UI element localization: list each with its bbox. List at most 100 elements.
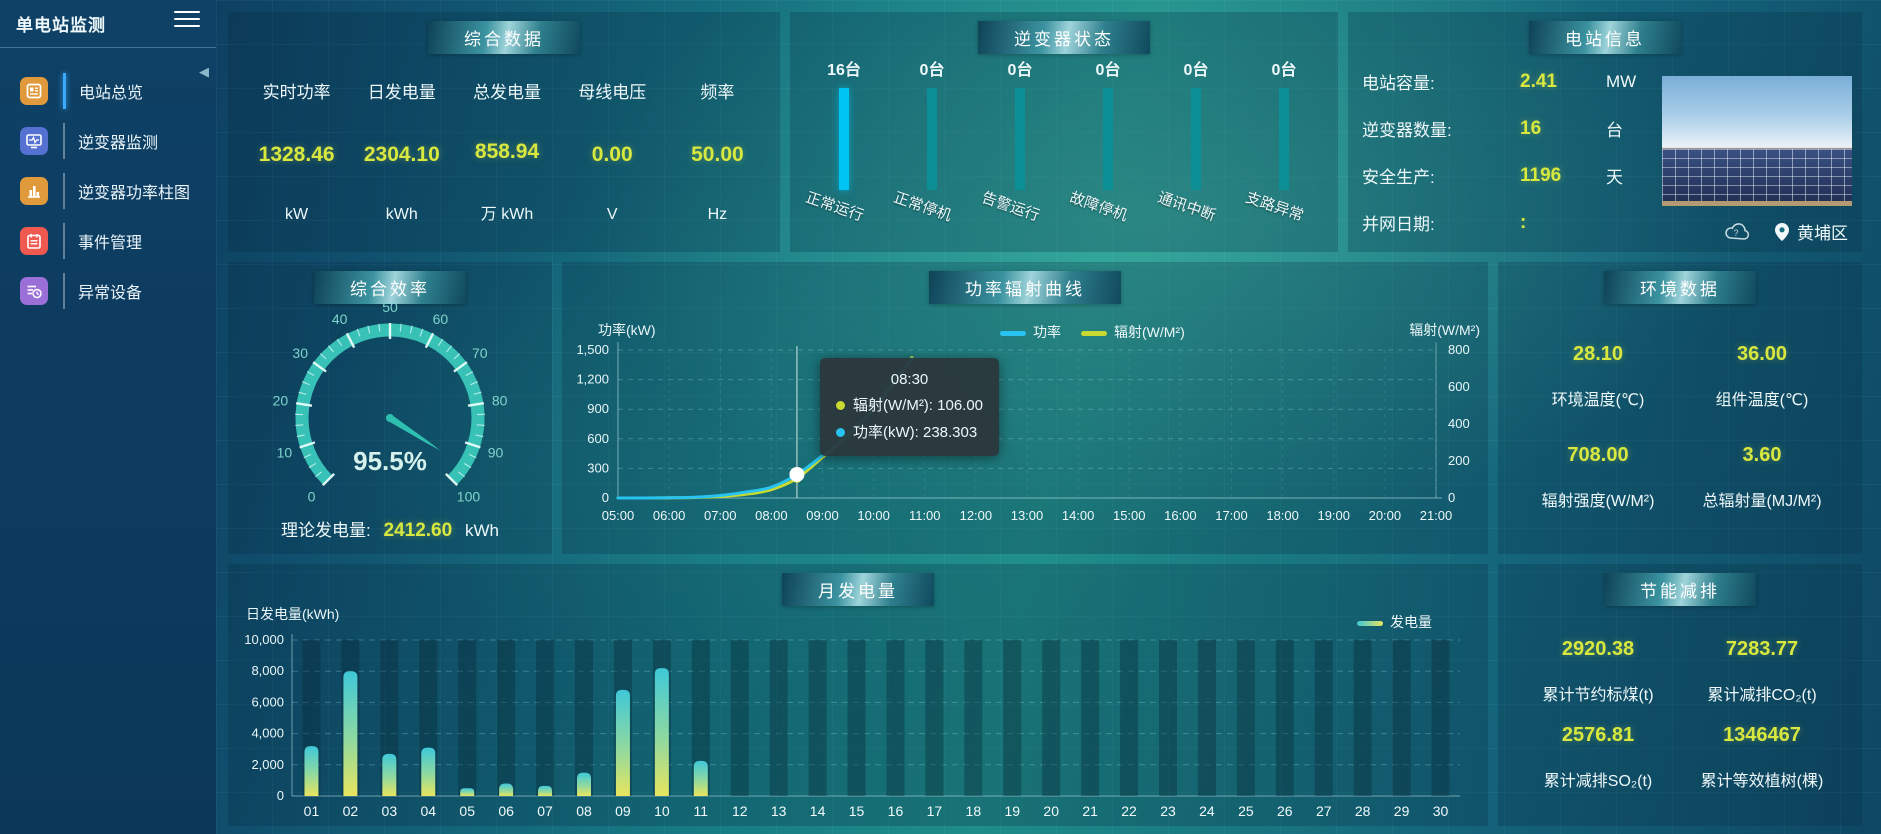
station-info-value: : bbox=[1520, 211, 1527, 233]
metric-unit: Hz bbox=[707, 206, 728, 223]
inverter-status-column: 0台 告警运行 bbox=[976, 56, 1064, 246]
station-overview-icon bbox=[20, 77, 48, 105]
svg-text:13: 13 bbox=[771, 803, 787, 819]
legend-item[interactable]: 功率 bbox=[1000, 322, 1061, 342]
svg-text:01: 01 bbox=[304, 803, 320, 819]
svg-text:800: 800 bbox=[1448, 342, 1470, 357]
theoretical-generation: 理论发电量: 2412.60 kWh bbox=[228, 516, 552, 542]
monthly-legend-label: 发电量 bbox=[1390, 614, 1432, 630]
svg-text:18: 18 bbox=[966, 803, 982, 819]
metric-value: 28.10 bbox=[1572, 343, 1624, 365]
weather-icon[interactable]: ? bbox=[1723, 222, 1751, 242]
inverter-status-bar bbox=[1279, 88, 1289, 190]
legend-item[interactable]: 辐射(W/M²) bbox=[1081, 322, 1185, 342]
metric-label: 环境温度(℃) bbox=[1551, 392, 1645, 409]
station-info-label: 逆变器数量: bbox=[1362, 121, 1452, 140]
svg-text:20:00: 20:00 bbox=[1369, 508, 1402, 523]
svg-text:10:00: 10:00 bbox=[857, 508, 890, 523]
panel-title-savings: 节能减排 bbox=[1604, 573, 1756, 606]
sidebar-item-3[interactable]: 逆变器功率柱图 bbox=[0, 166, 216, 216]
svg-text:12:00: 12:00 bbox=[960, 508, 993, 523]
tooltip-series-dot bbox=[836, 427, 845, 437]
svg-text:16:00: 16:00 bbox=[1164, 508, 1197, 523]
metric-value: 50.00 bbox=[691, 142, 744, 166]
sidebar-item-label: 电站总览 bbox=[79, 85, 144, 102]
station-info-value: 1196 bbox=[1520, 164, 1562, 186]
sidebar-item-1[interactable]: 电站总览 bbox=[0, 66, 216, 116]
station-region[interactable]: 黄埔区 bbox=[1797, 224, 1848, 243]
svg-text:20: 20 bbox=[1043, 803, 1059, 819]
svg-text:02: 02 bbox=[343, 803, 359, 819]
svg-text:13:00: 13:00 bbox=[1011, 508, 1044, 523]
station-info-label: 电站容量: bbox=[1362, 74, 1435, 93]
svg-text:08:00: 08:00 bbox=[755, 508, 788, 523]
metric-label: 累计减排CO₂(t) bbox=[1707, 686, 1817, 704]
left-axis-title: 功率(kW) bbox=[598, 322, 656, 338]
svg-text:6,000: 6,000 bbox=[251, 694, 284, 709]
sidebar-menu: 电站总览逆变器监测逆变器功率柱图 事件管理异常设备 bbox=[0, 66, 216, 316]
svg-text:05:00: 05:00 bbox=[602, 508, 635, 523]
sidebar-item-label: 异常设备 bbox=[78, 285, 143, 302]
legend-swatch bbox=[1081, 330, 1107, 336]
sidebar-item-divider bbox=[63, 273, 65, 309]
inverter-status-column: 0台 支路异常 bbox=[1240, 56, 1328, 246]
power-radiation-chart: 0 300 600 900 1,200 1,500 0 200 400 600 800 05:00 06… bbox=[576, 342, 1470, 523]
metric-value: 3.60 bbox=[1742, 444, 1782, 466]
svg-text:200: 200 bbox=[1448, 453, 1470, 468]
svg-text:23: 23 bbox=[1160, 803, 1176, 819]
sidebar-item-5[interactable]: 异常设备 bbox=[0, 266, 216, 316]
efficiency-gauge: 0 10 20 30 40 50 60 70 80 90 100 95.5% bbox=[273, 299, 508, 504]
metric-label: 累计等效植树(棵) bbox=[1700, 772, 1824, 790]
metric-value: 2576.81 bbox=[1561, 723, 1635, 746]
metric-unit: kWh bbox=[385, 206, 418, 223]
metric-label: 总辐射量(MJ/M²) bbox=[1702, 493, 1822, 510]
metric-value: 858.94 bbox=[474, 139, 540, 163]
inverter-status-count: 0台 bbox=[919, 62, 945, 79]
svg-text:0: 0 bbox=[308, 488, 316, 504]
tooltip-series-text: 辐射(W/M²): 106.00 bbox=[853, 397, 984, 415]
svg-text:21:00: 21:00 bbox=[1420, 508, 1453, 523]
svg-text:06: 06 bbox=[498, 803, 514, 819]
panel-efficiency: 综合效率 0 10 20 30 40 50 60 70 80 90 100 95.5% 理论发电量: … bbox=[228, 262, 552, 554]
svg-text:2,000: 2,000 bbox=[251, 757, 284, 772]
tooltip-series-dot bbox=[836, 401, 845, 411]
power-curve-legend: 功率 辐射(W/M²) bbox=[1000, 322, 1185, 342]
svg-text:21: 21 bbox=[1082, 803, 1098, 819]
svg-text:30: 30 bbox=[1433, 803, 1449, 819]
svg-text:18:00: 18:00 bbox=[1266, 508, 1299, 523]
theoretical-generation-label: 理论发电量: bbox=[281, 521, 371, 540]
metric-label: 累计减排SO₂(t) bbox=[1543, 772, 1653, 790]
inverter-power-bars-icon bbox=[20, 177, 48, 205]
sidebar-item-4[interactable]: 事件管理 bbox=[0, 216, 216, 266]
svg-text:22: 22 bbox=[1121, 803, 1137, 819]
sidebar-item-label: 逆变器监测 bbox=[78, 135, 159, 152]
svg-text:40: 40 bbox=[332, 311, 348, 327]
metric-label: 日发电量 bbox=[367, 83, 436, 102]
metric-label: 母线电压 bbox=[578, 83, 647, 102]
metric-cell: 36.00 组件温度(℃) bbox=[1680, 326, 1844, 427]
svg-text:0: 0 bbox=[277, 788, 284, 803]
inverter-status-bars: 16台 正常运行 0台 正常停机 0台 告警运行 0台 故障停机 0台 通讯中断 0台 支路异常 bbox=[800, 56, 1328, 246]
inverter-status-column: 0台 正常停机 bbox=[888, 56, 976, 246]
metric-cell: 1346467 累计等效植树(棵) bbox=[1680, 714, 1844, 800]
location-pin-icon[interactable] bbox=[1775, 222, 1789, 241]
panel-title-station-info: 电站信息 bbox=[1529, 21, 1681, 54]
svg-text:03: 03 bbox=[382, 803, 398, 819]
tooltip-row: 功率(kW): 238.303 bbox=[836, 420, 983, 446]
svg-text:50: 50 bbox=[382, 299, 398, 315]
sidebar-item-2[interactable]: 逆变器监测 bbox=[0, 116, 216, 166]
svg-text:08: 08 bbox=[576, 803, 592, 819]
panel-summary: 综合数据 实时功率 1328.46 kW 日发电量 2304.10 kWh 总发电量 858.… bbox=[228, 12, 780, 252]
metric-cell: 708.00 辐射强度(W/M²) bbox=[1516, 427, 1680, 528]
svg-text:09:00: 09:00 bbox=[806, 508, 839, 523]
metric-cell: 3.60 总辐射量(MJ/M²) bbox=[1680, 427, 1844, 528]
menu-icon[interactable] bbox=[174, 6, 200, 32]
sidebar-collapse-icon[interactable]: ◀ bbox=[199, 64, 209, 79]
svg-text:100: 100 bbox=[457, 488, 481, 504]
inverter-status-bar bbox=[1191, 88, 1201, 190]
svg-text:05: 05 bbox=[459, 803, 475, 819]
summary-metric: 频率 50.00 Hz bbox=[665, 70, 770, 232]
metric-value: 708.00 bbox=[1567, 444, 1629, 466]
summary-metric: 实时功率 1328.46 kW bbox=[244, 70, 349, 232]
